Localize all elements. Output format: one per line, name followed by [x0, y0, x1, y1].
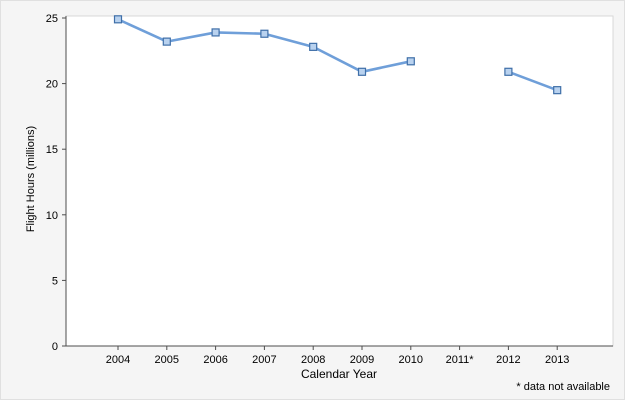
- data-point-2004: [113, 15, 123, 24]
- y-tick-label: 5: [52, 275, 58, 287]
- data-point-2010: [406, 57, 415, 66]
- y-tick-label: 10: [46, 210, 58, 222]
- footnote: * data not available: [516, 381, 610, 393]
- x-tick-label: 2007: [252, 354, 276, 366]
- plot-area: [65, 15, 614, 347]
- data-point-2013: [553, 86, 562, 95]
- y-tick-label: 15: [46, 144, 58, 156]
- data-point-2005: [162, 37, 171, 46]
- data-point-2012: [504, 67, 513, 76]
- x-tick-label: 2005: [155, 354, 179, 366]
- x-tick-label: 2009: [350, 354, 374, 366]
- y-tick-label: 20: [46, 79, 58, 91]
- data-point-2007: [260, 29, 269, 38]
- y-axis-label: Flight Hours (millions): [25, 125, 37, 233]
- data-line: [507, 70, 559, 92]
- x-axis-label: Calendar Year: [300, 367, 378, 381]
- x-tick-label: 2013: [545, 354, 569, 366]
- data-point-2009: [357, 67, 367, 76]
- x-tick-label: 2006: [203, 354, 227, 366]
- data-point-2006: [211, 28, 220, 37]
- x-tick-label: 2011*: [446, 354, 475, 366]
- x-tick-label: 2004: [106, 354, 130, 366]
- x-tick-label: 2010: [399, 354, 423, 366]
- y-tick-label: 25: [46, 13, 58, 25]
- x-tick-label: 2008: [301, 354, 325, 366]
- x-tick-label: 2012: [496, 354, 520, 366]
- y-tick-label: 0: [52, 341, 58, 353]
- data-point-2008: [309, 42, 318, 51]
